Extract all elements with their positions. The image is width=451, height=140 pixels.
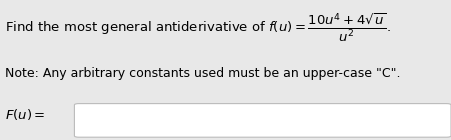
Text: $F(u) =$: $F(u) =$ bbox=[5, 107, 45, 122]
FancyBboxPatch shape bbox=[74, 104, 451, 137]
Text: Note: Any arbitrary constants used must be an upper-case "C".: Note: Any arbitrary constants used must … bbox=[5, 67, 400, 80]
Text: Find the most general antiderivative of $f(u) = \dfrac{10u^4 + 4\sqrt{u}}{u^2}$.: Find the most general antiderivative of … bbox=[5, 11, 391, 44]
